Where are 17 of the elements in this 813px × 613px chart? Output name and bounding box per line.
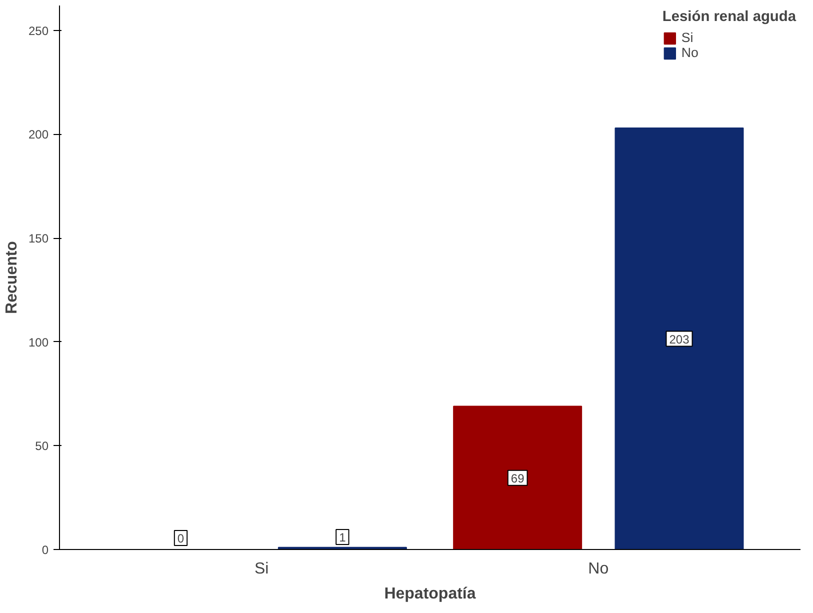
- data-label: 0: [177, 532, 184, 546]
- bar: [614, 128, 744, 550]
- data-label: 1: [339, 530, 346, 544]
- x-axis-title: Hepatopatía: [384, 586, 476, 602]
- y-tick-label: 250: [28, 24, 49, 38]
- y-tick-label: 200: [28, 128, 49, 142]
- data-label: 203: [669, 332, 690, 346]
- legend-label: No: [681, 45, 700, 60]
- y-tick-label: 100: [28, 335, 49, 350]
- legend-label: Si: [681, 30, 694, 45]
- data-label: 69: [510, 471, 525, 486]
- y-tick-label: 50: [35, 439, 49, 454]
- legend-title: Lesión renal aguda: [662, 9, 796, 25]
- bar: [453, 406, 582, 550]
- y-tick-label: 150: [28, 232, 49, 246]
- y-axis-title: Recuento: [3, 240, 20, 314]
- y-tick-label: 0: [42, 543, 49, 557]
